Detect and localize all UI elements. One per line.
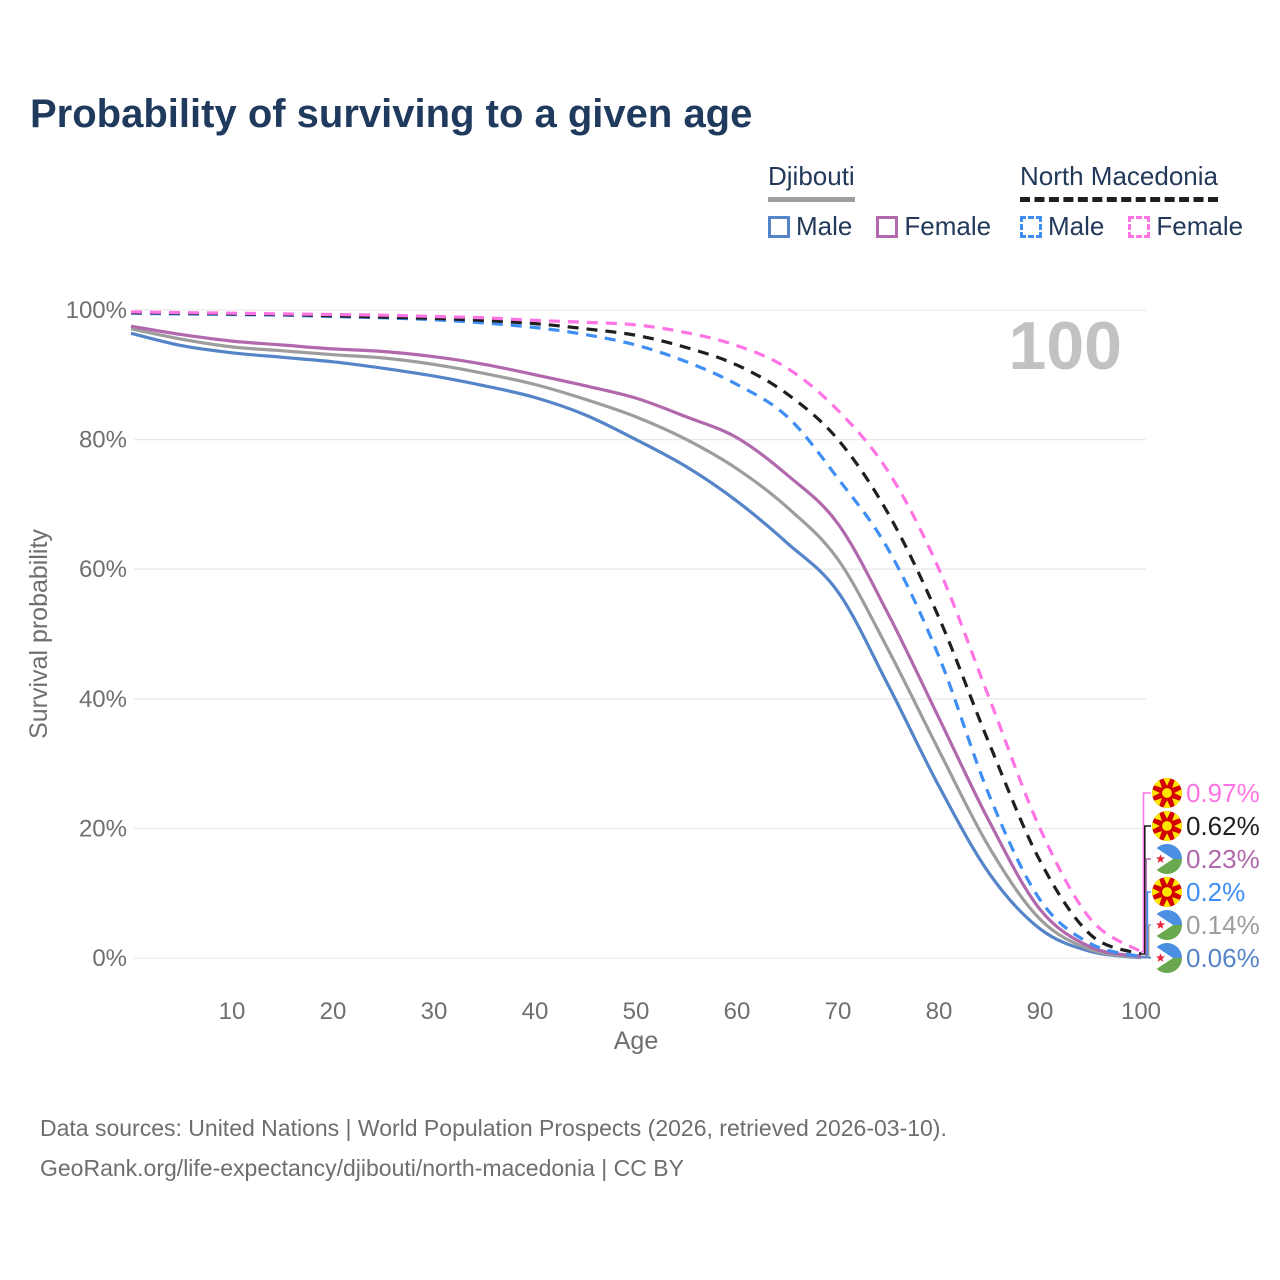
attribution-line: GeoRank.org/life-expectancy/djibouti/nor…	[40, 1155, 684, 1181]
series-line-djibouti-both-sexes	[130, 327, 1142, 959]
legend-swatch-north-macedonia-male	[1020, 215, 1042, 238]
djibouti-flag-icon	[1152, 943, 1182, 973]
series-line-north-macedonia-both-sexes	[130, 311, 1142, 956]
legend: Djibouti Male Female North Macedonia Mal…	[0, 161, 1280, 247]
y-axis-title: Survival probability	[25, 529, 53, 739]
x-tick-label: 100	[1121, 998, 1161, 1025]
legend-country-north-macedonia: North Macedonia	[1020, 161, 1218, 202]
legend-label-djibouti-female: Female	[904, 211, 992, 241]
legend-country-djibouti: Djibouti	[768, 161, 855, 202]
legend-label-north-macedonia-male: Male	[1048, 211, 1105, 241]
x-tick-label: 90	[1027, 998, 1054, 1025]
x-tick-label: 60	[724, 998, 751, 1025]
x-axis-title: Age	[614, 1027, 658, 1055]
legend-label-north-macedonia-female: Female	[1156, 211, 1244, 241]
legend-group-djibouti: Djibouti Male Female	[768, 161, 991, 242]
legend-swatch-djibouti-male	[768, 215, 790, 238]
chart-footer: Data sources: United Nations | World Pop…	[40, 1108, 947, 1188]
legend-item-djibouti-male[interactable]: Male	[768, 211, 852, 242]
y-tick-label: 20%	[79, 815, 127, 842]
legend-label-djibouti-male: Male	[796, 211, 853, 241]
y-tick-label: 100%	[66, 297, 127, 324]
age-watermark: 100	[1009, 308, 1122, 384]
legend-swatch-djibouti-female	[876, 215, 899, 238]
end-label: 0.97%	[1186, 778, 1260, 808]
leader-line	[1141, 825, 1151, 955]
series-line-djibouti-female	[130, 324, 1142, 959]
series-line-djibouti-male	[130, 331, 1142, 960]
y-tick-label: 40%	[79, 686, 127, 713]
end-label: 0.2%	[1186, 877, 1245, 907]
x-tick-label: 10	[219, 998, 246, 1025]
djibouti-flag-icon	[1152, 844, 1182, 874]
series-line-north-macedonia-female	[130, 310, 1142, 954]
x-tick-label: 30	[421, 998, 448, 1025]
legend-item-north-macedonia-female[interactable]: Female	[1128, 211, 1243, 242]
legend-group-north-macedonia: North Macedonia Male Female	[1020, 161, 1243, 242]
legend-items-djibouti: Male Female	[768, 211, 991, 242]
page-title: Probability of surviving to a given age	[30, 92, 753, 136]
legend-swatch-north-macedonia-female	[1128, 215, 1151, 238]
y-tick-label: 0%	[92, 945, 127, 972]
north-macedonia-flag-icon	[1152, 877, 1182, 907]
legend-item-djibouti-female[interactable]: Female	[876, 211, 991, 242]
end-label: 0.14%	[1186, 910, 1260, 940]
legend-item-north-macedonia-male[interactable]: Male	[1020, 211, 1104, 242]
series-line-north-macedonia-male	[130, 311, 1142, 959]
legend-items-north-macedonia: Male Female	[1020, 211, 1243, 242]
north-macedonia-flag-icon	[1152, 778, 1182, 808]
x-tick-label: 50	[623, 998, 650, 1025]
data-sources-line: Data sources: United Nations | World Pop…	[40, 1115, 947, 1141]
y-tick-label: 60%	[79, 556, 127, 583]
end-label: 0.06%	[1186, 943, 1260, 973]
x-tick-label: 20	[320, 998, 347, 1025]
north-macedonia-flag-icon	[1152, 811, 1182, 841]
x-tick-label: 40	[522, 998, 549, 1025]
end-label: 0.62%	[1186, 811, 1260, 841]
x-tick-label: 80	[926, 998, 953, 1025]
end-label: 0.23%	[1186, 844, 1260, 874]
x-tick-label: 70	[825, 998, 852, 1025]
leader-line	[1141, 792, 1151, 953]
y-tick-label: 80%	[79, 427, 127, 454]
djibouti-flag-icon	[1152, 910, 1182, 940]
